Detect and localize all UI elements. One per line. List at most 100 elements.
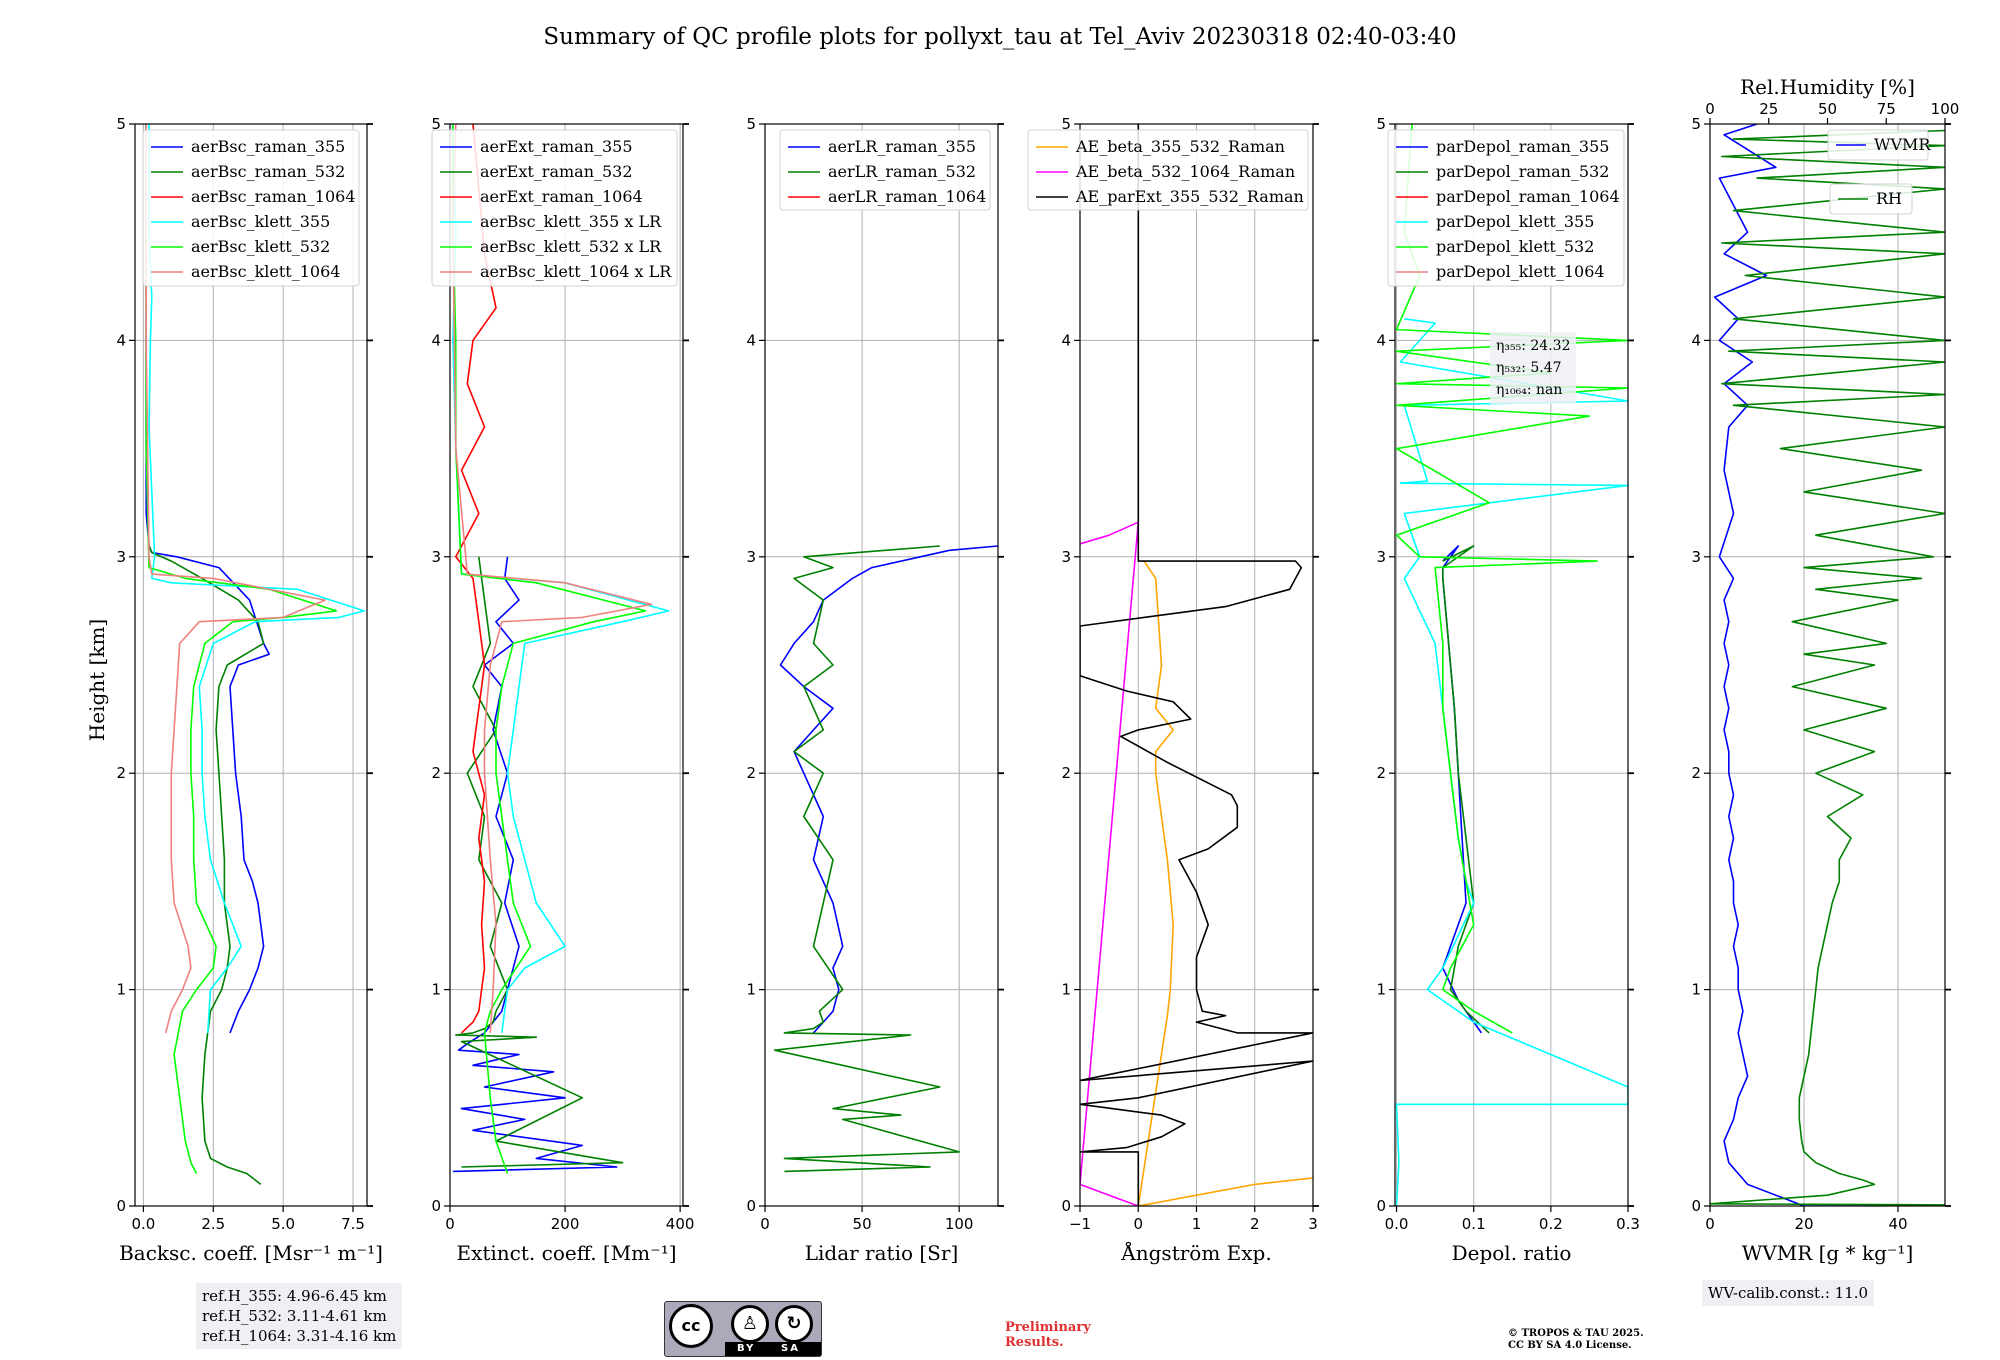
- legend-box: [431, 129, 678, 287]
- legend-label-RH: RH: [1876, 189, 1902, 208]
- series-line-aerLR_raman_355: [779, 545, 998, 1034]
- legend-label-aerLR_raman_532: aerLR_raman_532: [828, 162, 976, 181]
- series-line-AE_parExt_355_532_Raman: [1080, 124, 1313, 1206]
- x-tick-label-0: 0: [1705, 1215, 1715, 1233]
- y-tick-label-1: 1: [1061, 981, 1071, 999]
- y-tick-label-5: 5: [1691, 115, 1701, 133]
- x-tick-label-1: 200: [551, 1215, 580, 1233]
- legend-label-aerBsc_klett_532: aerBsc_klett_532: [191, 237, 330, 256]
- wv-calib-text: WV-calib.const.: 11.0: [1708, 1284, 1869, 1302]
- copyright-line-2: CC BY SA 4.0 License.: [1508, 1340, 1632, 1351]
- legend-ext: aerExt_raman_355 aerExt_raman_532 aerExt_r…: [431, 129, 678, 287]
- legend-label-parDepol_klett_532: parDepol_klett_532: [1436, 237, 1594, 256]
- x-tick-label-2: 40: [1888, 1215, 1907, 1233]
- legend-box: [142, 129, 360, 287]
- top-x-tick-label-3: 75: [1877, 100, 1896, 118]
- legend-label-aerBsc_klett_1064: aerBsc_klett_1064: [191, 262, 340, 281]
- y-axis-label: Height [km]: [85, 619, 109, 741]
- y-tick-label-3: 3: [746, 548, 756, 566]
- legend-box-0: [1827, 129, 1929, 161]
- eta-355: η₃₅₅: 24.32: [1496, 338, 1571, 354]
- y-tick-label-5: 5: [1061, 115, 1071, 133]
- y-tick-label-1: 1: [1376, 981, 1386, 999]
- x-axis-label-bsc: Backsc. coeff. [Msr⁻¹ m⁻¹]: [119, 1241, 383, 1265]
- legend-depol: parDepol_raman_355 parDepol_raman_532 parD…: [1387, 129, 1625, 287]
- series-line-parDepol_raman_355: [1442, 545, 1483, 1034]
- x-tick-label-3: 0.3: [1616, 1215, 1640, 1233]
- copyright-note: © TROPOS & TAU 2025. CC BY SA 4.0 Licens…: [1508, 1328, 1644, 1352]
- legend-label-parDepol_raman_1064: parDepol_raman_1064: [1436, 187, 1620, 206]
- y-tick-label-4: 4: [1691, 331, 1701, 349]
- axes-frame: [134, 123, 368, 1207]
- y-tick-label-2: 2: [431, 764, 441, 782]
- x-axis-label-ext: Extinct. coeff. [Mm⁻¹]: [456, 1241, 676, 1265]
- y-tick-label-5: 5: [1376, 115, 1386, 133]
- legend-box-1: [1829, 183, 1913, 215]
- top-x-tick-label-0: 0: [1705, 100, 1715, 118]
- preliminary-note: Preliminary Results.: [1005, 1320, 1091, 1350]
- preliminary-line-2: Results.: [1005, 1335, 1064, 1350]
- ref-height-box: ref.H_355: 4.96-6.45 km ref.H_532: 3.11-…: [196, 1283, 403, 1349]
- by-label: BY: [737, 1343, 756, 1354]
- x-tick-label-0: 0.0: [131, 1215, 155, 1233]
- series-group: [1080, 124, 1313, 1206]
- x-tick-label-1: 0: [1133, 1215, 1143, 1233]
- top-x-axis-label: Rel.Humidity [%]: [1740, 75, 1915, 99]
- y-tick-label-3: 3: [116, 548, 126, 566]
- top-x-tick-label-2: 50: [1818, 100, 1837, 118]
- eta-box: η₃₅₅: 24.32 η₅₃₂: 5.47 η₁₀₆₄: nan: [1490, 332, 1577, 404]
- legend-label-aerBsc_raman_532: aerBsc_raman_532: [191, 162, 345, 181]
- x-tick-label-2: 5.0: [271, 1215, 295, 1233]
- legend-label-aerExt_raman_355: aerExt_raman_355: [480, 137, 633, 156]
- series-line-parDepol_raman_532: [1442, 545, 1490, 1034]
- x-tick-label-1: 0.1: [1462, 1215, 1486, 1233]
- y-tick-label-2: 2: [1691, 764, 1701, 782]
- x-tick-label-1: 20: [1794, 1215, 1813, 1233]
- top-x-tick-label-1: 25: [1759, 100, 1778, 118]
- series-line-RH: [1710, 129, 1945, 1206]
- y-tick-label-1: 1: [431, 981, 441, 999]
- x-tick-label-1: 2.5: [201, 1215, 225, 1233]
- y-tick-label-0: 0: [1376, 1197, 1386, 1215]
- legend-label-parDepol_klett_1064: parDepol_klett_1064: [1436, 262, 1605, 281]
- series-line-AE_beta_532_1064_Raman: [1080, 521, 1140, 1206]
- eta-532: η₅₃₂: 5.47: [1496, 360, 1562, 376]
- series-line-aerBsc_klett_532 x LR: [452, 124, 647, 1174]
- legend-label-aerLR_raman_1064: aerLR_raman_1064: [828, 187, 986, 206]
- y-tick-label-2: 2: [1376, 764, 1386, 782]
- ref-height-1064: ref.H_1064: 3.31-4.16 km: [202, 1327, 397, 1345]
- legend-label-aerBsc_raman_1064: aerBsc_raman_1064: [191, 187, 356, 206]
- series-line-AE_beta_355_532_Raman: [1137, 560, 1313, 1206]
- y-tick-label-3: 3: [1691, 548, 1701, 566]
- legend-label-parDepol_raman_355: parDepol_raman_355: [1436, 137, 1609, 156]
- y-tick-label-2: 2: [1061, 764, 1071, 782]
- axes-frame: [449, 123, 684, 1207]
- series-line-aerExt_raman_532: [454, 556, 624, 1168]
- series-line-aerExt_raman_1064: [454, 124, 497, 1034]
- y-tick-label-1: 1: [1691, 981, 1701, 999]
- series-line-aerBsc_klett_1064: [145, 124, 326, 1034]
- y-tick-label-4: 4: [116, 331, 126, 349]
- preliminary-line-1: Preliminary: [1005, 1320, 1091, 1335]
- y-tick-label-3: 3: [1061, 548, 1071, 566]
- legend-label-AE_beta_355_532_Raman: AE_beta_355_532_Raman: [1075, 137, 1285, 156]
- legend-label-aerExt_raman_1064: aerExt_raman_1064: [480, 187, 643, 206]
- y-tick-label-4: 4: [1376, 331, 1386, 349]
- y-tick-label-1: 1: [746, 981, 756, 999]
- x-tick-label-0: 0: [445, 1215, 455, 1233]
- series-line-aerBsc_klett_1064 x LR: [452, 124, 653, 1033]
- x-tick-label-2: 400: [666, 1215, 695, 1233]
- panels: 0 1 2 3 4 5 0.0 2.5 5.0 7.5 Backsc. coeff. [Msr⁻¹ …: [116, 75, 1959, 1265]
- x-axis-label-wv: WVMR [g * kg⁻¹]: [1742, 1241, 1914, 1265]
- legend-label-aerBsc_klett_532 x LR: aerBsc_klett_532 x LR: [480, 237, 662, 256]
- legend-label-aerBsc_raman_355: aerBsc_raman_355: [191, 137, 345, 156]
- eta-1064: η₁₀₆₄: nan: [1496, 382, 1563, 398]
- y-tick-label-0: 0: [431, 1197, 441, 1215]
- x-tick-label-1: 50: [853, 1215, 872, 1233]
- axes-frame: [764, 123, 999, 1207]
- by-person-icon: ♙: [731, 1305, 769, 1343]
- cc-circle-icon: cc: [669, 1304, 713, 1348]
